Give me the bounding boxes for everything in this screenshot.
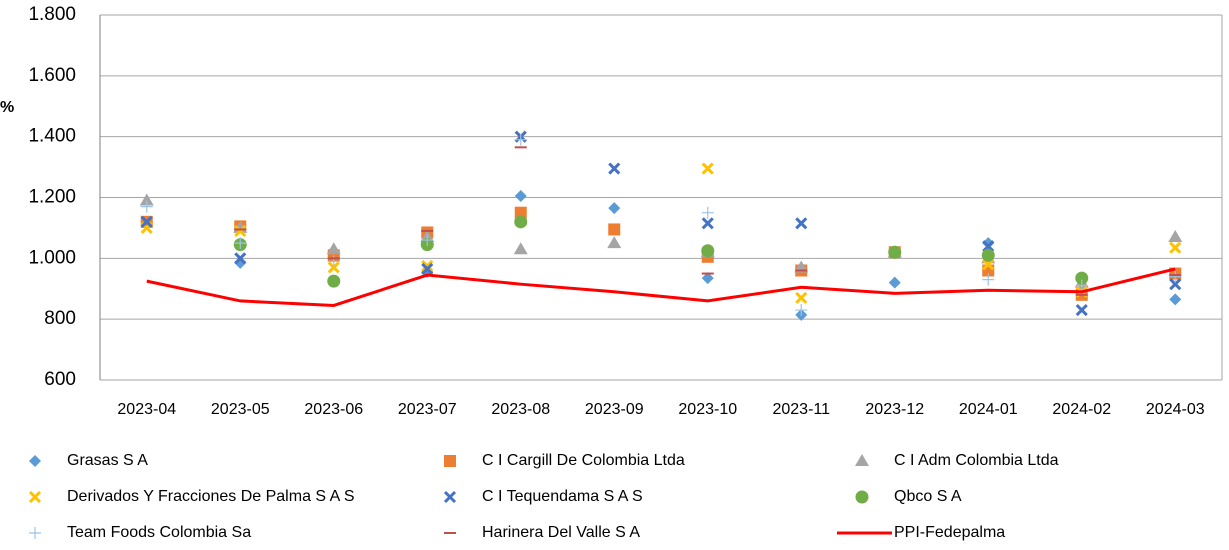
marker-circle (701, 244, 715, 258)
marker-x (982, 240, 995, 253)
marker-x (421, 262, 434, 276)
y-axis-label: % (0, 99, 14, 116)
marker-square (608, 223, 621, 236)
marker-plus (1169, 270, 1182, 283)
x-tick-label: 2023-06 (304, 401, 363, 418)
marker-x (234, 252, 247, 265)
marker-circle (514, 215, 528, 229)
marker-circle (1075, 271, 1089, 285)
marker-diamond (701, 272, 714, 285)
marker-diamond (29, 455, 41, 467)
y-tick-label: 1.800 (28, 4, 76, 25)
marker-diamond (608, 202, 621, 215)
marker-x (701, 217, 714, 230)
marker-circle (327, 274, 341, 288)
marker-plus (1075, 279, 1088, 292)
y-tick-label: 1.600 (28, 65, 76, 86)
marker-plus (29, 527, 41, 539)
legend-label: Harinera Del Valle S A (482, 524, 640, 541)
y-tick-label: 1.000 (28, 247, 76, 268)
legend-label: Grasas S A (67, 452, 148, 469)
marker-x (795, 217, 808, 230)
marker-plus (140, 200, 153, 213)
x-tick-label: 2023-12 (865, 401, 924, 418)
line-series (146, 267, 1176, 307)
marker-plus (421, 234, 434, 247)
x-tick-label: 2023-08 (491, 401, 550, 418)
marker-triangle (513, 242, 528, 255)
x-tick-label: 2023-07 (398, 401, 457, 418)
y-tick-label: 800 (44, 308, 76, 329)
marker-circle (855, 490, 869, 504)
y-tick-label: 1.200 (28, 187, 76, 208)
legend-label: C I Cargill De Colombia Ltda (482, 452, 685, 469)
marker-x (982, 258, 995, 271)
marker-plus (234, 237, 247, 250)
marker-square (444, 455, 456, 467)
marker-plus (795, 304, 808, 317)
marker-circle (981, 248, 995, 262)
x-tick-label: 2023-09 (585, 401, 644, 418)
x-tick-label: 2024-01 (959, 401, 1018, 418)
marker-circle (888, 245, 902, 259)
marker-plus (514, 133, 527, 146)
marker-x (795, 291, 808, 304)
legend-label: Team Foods Colombia Sa (67, 524, 251, 541)
marker-triangle (1168, 230, 1183, 243)
marker-x (1169, 278, 1182, 291)
marker-x (327, 261, 340, 274)
marker-x (608, 162, 621, 175)
marker-triangle (794, 260, 809, 273)
legend-label: C I Adm Colombia Ltda (894, 452, 1059, 469)
x-tick-label: 2023-11 (772, 401, 830, 418)
legend-label: Qbco S A (894, 488, 962, 505)
x-tick-label: 2023-05 (211, 401, 270, 418)
y-tick-label: 1.400 (28, 126, 76, 147)
marker-triangle (139, 193, 154, 206)
marker-x (1075, 303, 1088, 317)
legend-label: PPI-Fedepalma (894, 524, 1005, 541)
marker-x (234, 224, 247, 238)
marker-x (1169, 241, 1182, 254)
marker-diamond (982, 237, 995, 250)
marker-diamond (514, 189, 527, 202)
marker-plus (982, 273, 995, 286)
x-tick-label: 2024-02 (1052, 401, 1111, 418)
marker-triangle (855, 454, 869, 466)
marker-triangle (607, 236, 622, 249)
legend-label: Derivados Y Fracciones De Palma S A S (67, 488, 355, 505)
marker-triangle (326, 242, 341, 255)
x-tick-label: 2023-04 (117, 401, 176, 418)
marker-x (421, 259, 434, 272)
x-tick-label: 2023-10 (678, 401, 737, 418)
x-tick-label: 2024-03 (1146, 401, 1205, 418)
marker-x (140, 215, 153, 228)
marker-plus (701, 206, 714, 219)
marker-diamond (1169, 293, 1182, 306)
marker-diamond (888, 276, 901, 289)
marker-square (514, 206, 527, 219)
legend-label: C I Tequendama S A S (482, 488, 643, 505)
marker-x (701, 162, 714, 175)
y-tick-label: 600 (44, 369, 76, 390)
marker-x (28, 490, 42, 504)
marker-x (443, 490, 457, 504)
